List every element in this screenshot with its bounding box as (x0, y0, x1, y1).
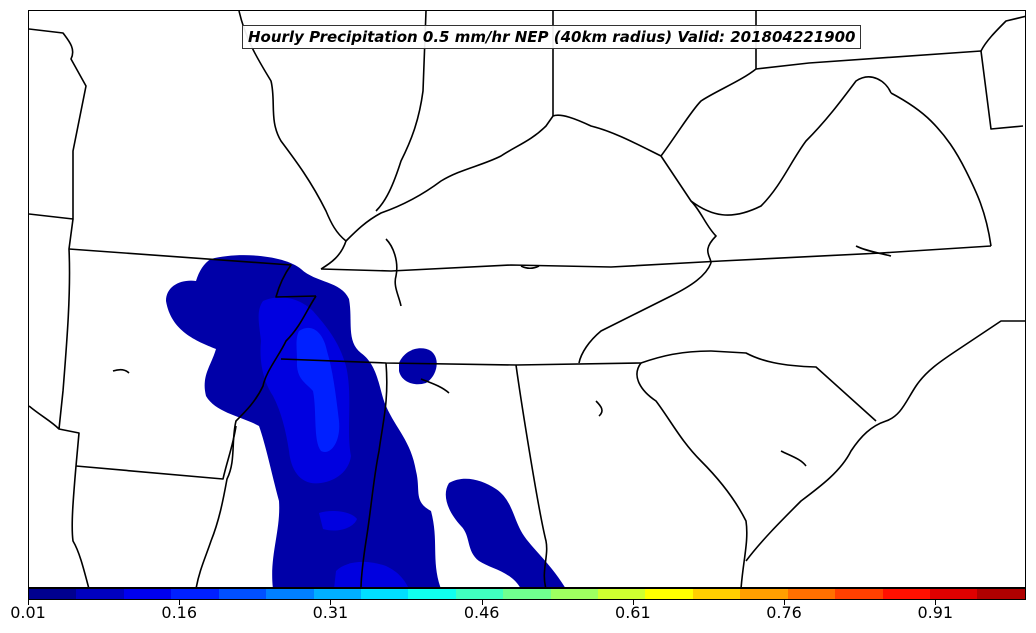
lake-sc-2 (780, 450, 807, 467)
boundary-tennessee-north (320, 245, 992, 272)
colorbar-segment (76, 589, 124, 599)
boundary-delaware (980, 15, 1025, 52)
boundary-mississippi-alabama (360, 362, 388, 587)
precip-region-south-spot (319, 511, 357, 531)
colorbar-tick-label: 0.61 (615, 603, 651, 622)
colorbar-segment (360, 589, 409, 599)
boundary-kentucky-north (345, 114, 662, 242)
colorbar-segment (645, 589, 693, 599)
boundary-missouri (29, 28, 87, 220)
lake-arkansas (112, 368, 130, 374)
colorbar-segment (218, 589, 267, 599)
colorbar-segment (171, 589, 219, 599)
precip-region-core (296, 327, 340, 452)
colorbar-tick-mark (330, 600, 332, 605)
colorbar-segment (977, 589, 1025, 599)
colorbar-segment (882, 589, 931, 599)
colorbar (28, 588, 1026, 600)
boundary-texas-louisiana (75, 425, 237, 480)
colorbar-tick-label: 0.16 (161, 603, 198, 622)
colorbar-segment (550, 589, 599, 599)
boundary-missouri-east (238, 11, 347, 270)
map-plot: Hourly Precipitation 0.5 mm/hr NEP (40km… (28, 10, 1026, 588)
colorbar-segment (787, 589, 836, 599)
boundary-missouri-arkansas (68, 248, 317, 298)
colorbar-segment (835, 589, 883, 599)
colorbar-tick-mark (179, 600, 181, 605)
boundary-tennessee-nc (578, 262, 712, 364)
colorbar-tick-label: 0.46 (463, 603, 500, 622)
colorbar-tick-label: 0.91 (917, 603, 954, 622)
colorbar-segment (930, 589, 978, 599)
colorbar-tick-mark (632, 600, 634, 605)
colorbar-segment (692, 589, 741, 599)
colorbar-tick-label: 0.01 (10, 603, 46, 622)
boundary-kentucky-east (660, 155, 717, 264)
colorbar-tick-mark (935, 600, 937, 605)
boundary-virginia-coast (890, 92, 992, 247)
boundary-mississippi-river (195, 295, 317, 587)
precip-region-south-core (334, 561, 408, 587)
map-title: Hourly Precipitation 0.5 mm/hr NEP (40km… (242, 25, 862, 49)
colorbar-segment (29, 589, 77, 599)
boundary-illinois-indiana (375, 11, 427, 212)
colorbar-segment (408, 589, 456, 599)
precip-region-alabama (445, 478, 565, 587)
boundary-west-virginia (660, 11, 757, 157)
colorbar-segment (503, 589, 551, 599)
lake-kentucky (385, 238, 402, 307)
precip-region-kentucky-blob (399, 348, 437, 385)
colorbar-ticks: 0.01 0.16 0.31 0.46 0.61 0.76 0.91 (10, 600, 1026, 630)
lake-tn (520, 265, 540, 270)
colorbar-segment (123, 589, 172, 599)
boundary-texas-west (29, 405, 60, 430)
colorbar-tick-mark (784, 600, 786, 605)
map-svg (29, 11, 1025, 587)
colorbar-segment (455, 589, 504, 599)
colorbar-tick-mark (28, 600, 29, 605)
colorbar-tick-label: 0.76 (766, 603, 802, 622)
colorbar-segment (598, 589, 646, 599)
lake-sc (595, 400, 603, 417)
colorbar-segment (313, 589, 361, 599)
colorbar-segment (266, 589, 314, 599)
colorbar-segment (740, 589, 788, 599)
boundary-oklahoma-arkansas (58, 218, 80, 467)
colorbar-tick-mark (481, 600, 483, 605)
lake-alabama (420, 378, 450, 394)
state-boundaries (29, 11, 1025, 587)
boundary-georgia-sc (636, 362, 748, 587)
colorbar-tick-label: 0.31 (312, 603, 349, 622)
coastline-atlantic (745, 320, 1025, 562)
lake-nc (855, 245, 892, 257)
boundary-louisiana-west (71, 465, 90, 587)
boundary-tennessee-south (280, 350, 712, 366)
boundary-wv-virginia (690, 76, 892, 216)
boundary-sc-nc (710, 350, 877, 422)
boundary-alabama-georgia (515, 364, 548, 587)
